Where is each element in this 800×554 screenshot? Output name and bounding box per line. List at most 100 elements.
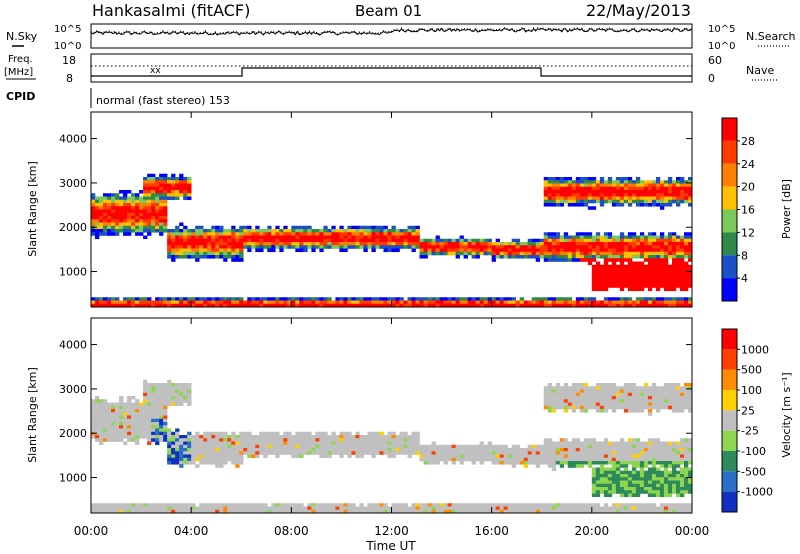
heatmap-cell	[299, 438, 304, 442]
heatmap-cell	[287, 238, 292, 243]
heatmap-cell	[107, 199, 112, 204]
heatmap-cell	[431, 457, 436, 462]
heatmap-cell	[171, 461, 176, 465]
heatmap-cell	[379, 235, 384, 240]
heatmap-cell	[667, 235, 673, 240]
heatmap-cell	[635, 483, 641, 488]
heatmap-cell	[191, 229, 196, 233]
heatmap-cell	[635, 451, 641, 455]
heatmap-cell	[419, 300, 424, 305]
heatmap-cell	[679, 480, 685, 485]
heatmap-cell	[119, 203, 124, 207]
heatmap-cell	[223, 255, 228, 259]
heatmap-cell	[547, 506, 553, 511]
heatmap-cell	[195, 235, 200, 240]
heatmap-cell	[407, 300, 412, 305]
heatmap-cell	[551, 177, 557, 181]
heatmap-cell	[475, 300, 480, 305]
heatmap-cell	[107, 509, 112, 514]
heatmap-cell	[119, 412, 124, 416]
heatmap-cell	[515, 303, 521, 308]
heatmap-cell	[687, 487, 693, 491]
heatmap-cell	[667, 248, 673, 253]
heatmap-cell	[591, 480, 597, 485]
heatmap-cell	[147, 206, 152, 210]
heatmap-cell	[603, 274, 609, 279]
heatmap-cell	[183, 248, 188, 253]
heatmap-cell	[571, 405, 577, 410]
heatmap-cell	[687, 271, 693, 275]
heatmap-cell	[631, 461, 637, 465]
heatmap-cell	[595, 402, 601, 407]
heatmap-cell	[203, 441, 208, 446]
heatmap-cell	[155, 190, 160, 194]
heatmap-cell	[271, 238, 276, 243]
heatmap-cell	[631, 451, 637, 455]
heatmap-cell	[487, 238, 492, 243]
heatmap-cell	[111, 225, 116, 230]
heatmap-cell	[151, 203, 156, 207]
heatmap-cell	[675, 441, 681, 446]
heatmap-cell	[623, 180, 629, 184]
heatmap-cell	[211, 454, 216, 459]
heatmap-cell	[599, 199, 605, 204]
heatmap-cell	[671, 392, 677, 397]
heatmap-cell	[563, 441, 569, 446]
heatmap-cell	[675, 392, 681, 397]
heatmap-cell	[615, 467, 621, 472]
heatmap-cell	[667, 255, 673, 259]
heatmap-cell	[583, 190, 589, 194]
heatmap-cell	[171, 392, 176, 397]
heatmap-cell	[267, 435, 272, 439]
heatmap-cell	[639, 477, 645, 481]
heatmap-cell	[239, 441, 244, 446]
heatmap-cell	[343, 435, 348, 439]
heatmap-cell	[299, 242, 304, 246]
heatmap-cell	[187, 232, 192, 236]
heatmap-cell	[183, 297, 188, 301]
heatmap-cell	[511, 255, 517, 259]
heatmap-cell	[639, 248, 645, 253]
heatmap-cell	[619, 297, 625, 301]
heatmap-cell	[311, 503, 316, 507]
heatmap-cell	[447, 238, 452, 243]
heatmap-cell	[663, 258, 669, 262]
heatmap-cell	[199, 457, 204, 462]
heatmap-cell	[615, 487, 621, 491]
heatmap-cell	[155, 203, 160, 207]
heatmap-cell	[91, 409, 96, 413]
heatmap-cell	[155, 300, 160, 305]
heatmap-cell	[91, 428, 96, 433]
heatmap-cell	[343, 235, 348, 240]
heatmap-cell	[183, 383, 188, 387]
heatmap-cell	[547, 186, 553, 191]
heatmap-cell	[343, 232, 348, 236]
heatmap-cell	[679, 503, 685, 507]
heatmap-cell	[655, 303, 661, 308]
heatmap-cell	[635, 396, 641, 400]
heatmap-cell	[219, 448, 224, 452]
heatmap-cell	[263, 245, 268, 249]
heatmap-cell	[207, 457, 212, 462]
heatmap-cell	[195, 435, 200, 439]
heatmap-cell	[419, 303, 424, 308]
heatmap-cell	[327, 229, 332, 233]
heatmap-cell	[575, 238, 581, 243]
heatmap-cell	[143, 193, 148, 197]
heatmap-cell	[403, 448, 408, 452]
heatmap-cell	[675, 251, 681, 256]
heatmap-cell	[635, 300, 641, 305]
heatmap-cell	[651, 248, 657, 253]
heatmap-cell	[191, 300, 196, 305]
heatmap-cell	[407, 444, 412, 449]
heatmap-cell	[147, 300, 152, 305]
heatmap-cell	[259, 441, 264, 446]
heatmap-cell	[583, 509, 589, 514]
heatmap-cell	[487, 454, 492, 459]
heatmap-cell	[103, 209, 108, 214]
heatmap-cell	[395, 503, 400, 507]
heatmap-cell	[111, 206, 116, 210]
heatmap-cell	[579, 441, 585, 446]
heatmap-cell	[639, 297, 645, 301]
heatmap-cell	[431, 503, 436, 507]
